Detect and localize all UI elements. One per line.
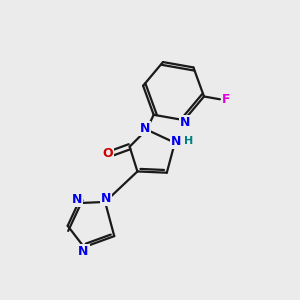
Text: N: N	[101, 192, 112, 205]
Text: N: N	[140, 122, 150, 135]
Text: N: N	[180, 116, 190, 129]
Text: N: N	[78, 245, 88, 258]
Text: H: H	[184, 136, 194, 146]
Text: F: F	[222, 93, 231, 106]
Text: N: N	[72, 193, 82, 206]
Text: O: O	[103, 147, 113, 160]
Text: N: N	[171, 135, 181, 148]
